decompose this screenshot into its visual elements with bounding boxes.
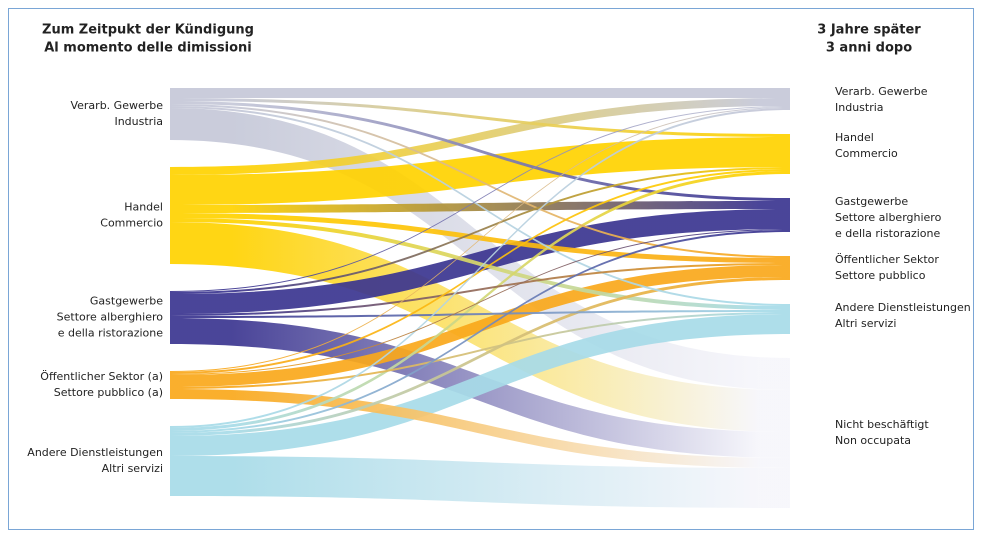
flow [170,104,790,258]
flow [170,277,790,436]
target-label: Altri servizi [835,317,896,330]
flow [170,213,790,263]
title-right: 3 anni dopo [826,41,912,56]
flow [170,169,790,374]
flow [170,167,790,294]
flow [170,137,790,205]
source-label: Altri servizi [102,462,163,475]
title-right: 3 Jahre später [817,23,921,38]
flow [170,456,790,508]
title-left: Al momento delle dimissioni [44,41,252,56]
target-label: Nicht beschäftigt [835,418,929,431]
flow [170,389,790,468]
title-left: Zum Zeitpukt der Kündigung [42,23,254,38]
source-label: Gastgewerbe [90,295,163,308]
source-label: Settore pubblico (a) [54,386,163,399]
target-label: Industria [835,101,884,114]
flow [170,106,790,292]
flow [170,209,790,314]
flow [170,312,790,389]
flow [170,108,790,428]
target-label: Verarb. Gewerbe [835,85,928,98]
source-label: Verarb. Gewerbe [70,99,163,112]
source-label: e della ristorazione [58,327,164,340]
flow [170,106,790,306]
target-label: e della ristorazione [835,227,941,240]
flow [170,101,790,201]
flow [170,88,790,98]
source-label: Öffentlicher Sektor (a) [40,370,163,383]
target-label: Handel [835,131,874,144]
flow [170,310,790,318]
target-label: Non occupata [835,434,911,447]
target-label: Commercio [835,147,898,160]
flow [170,218,790,310]
target-label: Andere Dienstleistungen [835,301,971,314]
target-label: Settore alberghiero [835,211,942,224]
source-label: Settore alberghiero [57,311,164,324]
source-label: Commercio [100,217,163,230]
source-label: Industria [114,115,163,128]
target-label: Settore pubblico [835,269,926,282]
flow [170,314,790,456]
frame [8,8,974,530]
flow [170,230,790,433]
source-label: Handel [124,201,163,214]
flow [170,263,790,316]
flow [170,98,790,175]
flow [170,107,790,372]
target-label: Gastgewerbe [835,195,908,208]
target-label: Öffentlicher Sektor [835,253,939,266]
flow [170,229,790,375]
labels: Zum Zeitpukt der Kündigung Al momento del… [27,23,970,476]
flow [170,98,790,137]
source-label: Andere Dienstleistungen [27,446,163,459]
flow [170,171,790,431]
flow [170,265,790,387]
flow [170,108,790,390]
links [170,88,790,508]
